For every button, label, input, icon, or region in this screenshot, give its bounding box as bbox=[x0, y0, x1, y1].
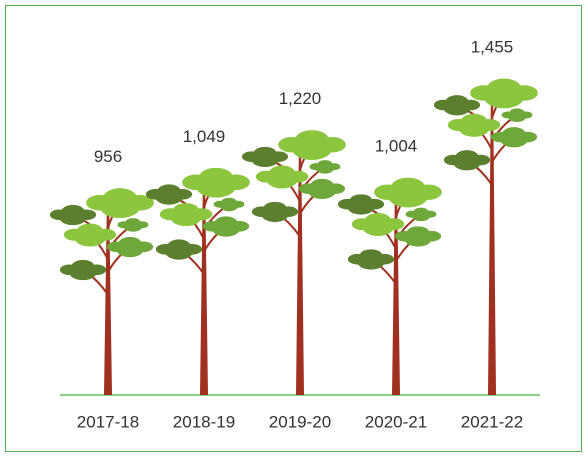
foliage bbox=[412, 211, 430, 222]
foliage bbox=[196, 175, 236, 198]
foliage bbox=[404, 231, 432, 247]
foliage bbox=[508, 112, 526, 122]
x-tick-label: 2019-20 bbox=[269, 412, 331, 431]
value-label: 1,220 bbox=[279, 89, 322, 108]
foliage bbox=[170, 209, 202, 227]
value-label: 1,455 bbox=[471, 37, 514, 56]
foliage bbox=[458, 119, 490, 137]
foliage bbox=[261, 207, 289, 223]
foliage bbox=[316, 163, 334, 174]
foliage bbox=[212, 221, 240, 237]
foliage bbox=[116, 242, 144, 258]
trunk bbox=[392, 184, 400, 395]
foliage bbox=[500, 132, 528, 148]
x-tick-label: 2020-21 bbox=[365, 412, 427, 431]
tree bbox=[241, 130, 346, 396]
value-label: 1,049 bbox=[183, 127, 226, 146]
x-tick-label: 2021-22 bbox=[461, 412, 523, 431]
tree bbox=[337, 177, 442, 395]
foliage bbox=[362, 219, 394, 237]
foliage bbox=[308, 184, 336, 200]
foliage bbox=[74, 229, 106, 247]
value-label: 1,004 bbox=[375, 137, 418, 156]
trunk bbox=[200, 174, 208, 395]
foliage bbox=[484, 86, 524, 109]
x-tick-label: 2018-19 bbox=[173, 412, 235, 431]
foliage bbox=[59, 210, 87, 226]
foliage bbox=[266, 171, 298, 189]
foliage bbox=[347, 199, 375, 215]
foliage bbox=[357, 254, 385, 270]
foliage bbox=[69, 265, 97, 281]
foliage bbox=[292, 138, 332, 160]
foliage bbox=[155, 189, 183, 205]
foliage bbox=[443, 100, 471, 116]
foliage bbox=[165, 244, 193, 260]
foliage bbox=[124, 221, 142, 232]
tree bbox=[145, 167, 250, 395]
tree bbox=[433, 78, 538, 395]
x-tick-label: 2017-18 bbox=[77, 412, 139, 431]
foliage bbox=[388, 185, 428, 208]
foliage bbox=[251, 152, 279, 168]
trunk bbox=[488, 85, 496, 395]
tree bbox=[49, 188, 154, 395]
foliage bbox=[220, 201, 238, 212]
trunk bbox=[104, 194, 112, 395]
trunk bbox=[296, 136, 304, 396]
foliage bbox=[453, 155, 481, 171]
foliage bbox=[100, 196, 140, 219]
value-label: 956 bbox=[94, 147, 122, 166]
